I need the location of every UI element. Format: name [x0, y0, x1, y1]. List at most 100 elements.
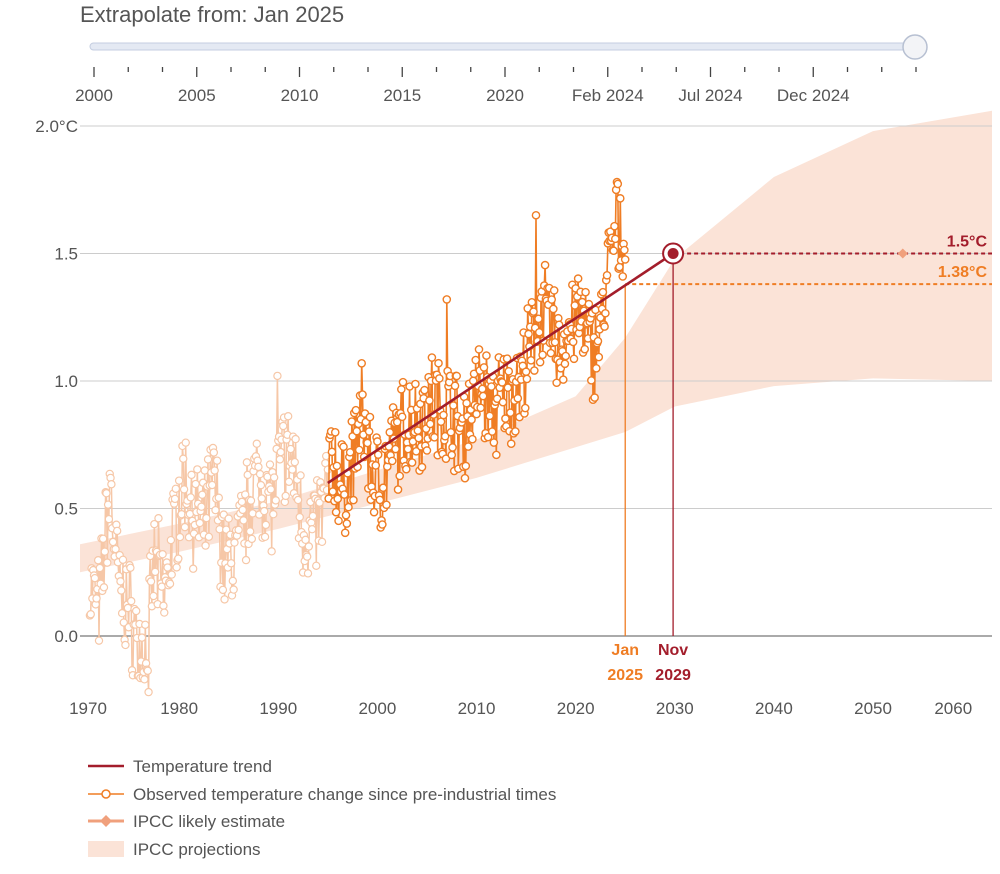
observed-point: [188, 564, 198, 573]
observed-point: [165, 579, 175, 589]
observed-point: [524, 329, 533, 339]
x-tick-label: 2020: [557, 699, 595, 718]
observed-point: [211, 505, 220, 515]
observed-point: [342, 519, 352, 528]
observed-point: [487, 382, 496, 391]
observed-point: [357, 358, 366, 368]
observed-point: [104, 514, 114, 524]
observed-point: [304, 542, 314, 551]
observed-point: [478, 391, 488, 401]
observed-point: [592, 364, 601, 373]
observed-point: [137, 633, 147, 642]
y-tick-label: 1.0: [54, 372, 78, 391]
observed-point: [187, 470, 196, 480]
observed-point: [341, 510, 351, 520]
slider-handle[interactable]: [902, 34, 928, 60]
observed-point: [485, 411, 495, 421]
observed-point: [218, 585, 228, 595]
observed-point: [391, 444, 400, 454]
observed-point: [573, 274, 583, 283]
slider-track[interactable]: [89, 42, 917, 51]
slider-tick-label: 2000: [75, 86, 113, 105]
observed-point: [284, 477, 294, 487]
observed-point: [302, 552, 312, 561]
observed-point: [538, 350, 547, 360]
observed-point: [611, 234, 620, 244]
x-tick-label: 2010: [458, 699, 496, 718]
observed-point: [210, 466, 219, 475]
observed-point: [179, 454, 188, 463]
observed-point: [198, 490, 207, 499]
observed-point: [414, 433, 423, 443]
y-tick-label: 1.5: [54, 245, 78, 264]
observed-point: [301, 535, 310, 545]
observed-point: [447, 450, 457, 460]
slider-tick-label: Feb 2024: [572, 86, 644, 105]
observed-point: [179, 485, 189, 494]
slider-tick-label: 2005: [178, 86, 216, 105]
observed-point: [364, 427, 374, 436]
observed-point: [526, 356, 536, 365]
observed-point: [111, 544, 120, 554]
observed-point: [398, 377, 408, 387]
observed-point: [446, 427, 456, 437]
observed-point: [363, 438, 372, 448]
observed-point: [422, 446, 432, 455]
observed-point: [460, 473, 470, 483]
ipcc-band-area: [80, 110, 992, 573]
observed-point: [276, 447, 285, 457]
observed-point: [440, 431, 450, 441]
observed-point: [202, 513, 211, 523]
observed-point: [402, 464, 411, 474]
observed-point: [281, 491, 290, 501]
observed-point: [252, 439, 261, 448]
x-tick-label: 1970: [69, 699, 107, 718]
observed-point: [602, 270, 612, 280]
observed-point: [503, 383, 513, 392]
observed-point: [243, 470, 252, 480]
observed-point: [349, 495, 358, 505]
slider-tick-label: 2010: [281, 86, 319, 105]
observed-point: [144, 687, 153, 697]
observed-point: [434, 358, 443, 368]
observed-point: [593, 336, 603, 346]
observed-point: [256, 480, 266, 490]
observed-point: [463, 442, 473, 451]
observed-point: [140, 675, 149, 684]
observed-point: [482, 351, 491, 360]
observed-point: [478, 384, 487, 394]
observed-point: [476, 403, 485, 413]
observed-point: [195, 518, 204, 528]
observed-point: [275, 455, 285, 464]
observed-point: [620, 245, 629, 255]
observed-point: [584, 299, 594, 309]
x-tick-label: 2000: [358, 699, 396, 718]
observed-point: [118, 555, 128, 564]
observed-point: [257, 494, 266, 503]
observed-point: [620, 255, 630, 264]
observed-point: [201, 541, 210, 550]
slider-tick-label: Dec 2024: [777, 86, 850, 105]
observed-faded-series: [85, 371, 333, 697]
observed-point: [358, 390, 367, 399]
time-slider[interactable]: [89, 34, 928, 60]
observed-point: [170, 494, 180, 504]
legend: Temperature trend Observed temperature ch…: [88, 757, 556, 859]
observed-point: [266, 485, 276, 494]
observed-point: [535, 357, 545, 367]
observed-point: [241, 555, 251, 565]
observed-point: [521, 367, 531, 377]
observed-point: [397, 385, 406, 394]
observed-point: [160, 608, 169, 617]
slider-tick-label: Jul 2024: [678, 86, 742, 105]
observed-point: [290, 457, 299, 467]
observed-point: [260, 506, 269, 516]
observed-point: [312, 561, 321, 570]
legend-label: IPCC projections: [133, 840, 261, 859]
observed-point: [570, 301, 580, 310]
observed-point: [504, 367, 514, 376]
slider-title: Extrapolate from: Jan 2025: [80, 2, 345, 27]
observed-point: [502, 354, 512, 363]
observed-point: [468, 434, 477, 444]
observed-point: [283, 412, 293, 421]
